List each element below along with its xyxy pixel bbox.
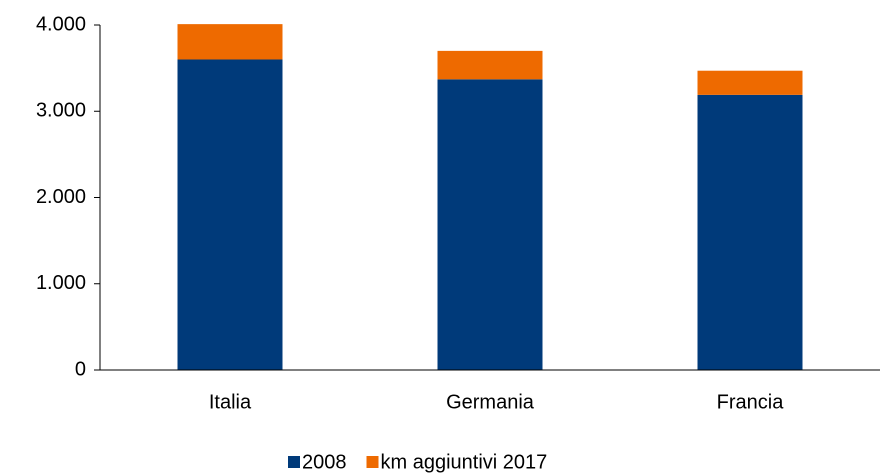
- y-tick-label: 2.000: [36, 186, 86, 208]
- bar-segment: [437, 50, 543, 80]
- y-tick-label: 3.000: [36, 100, 86, 122]
- bar-segment: [697, 70, 803, 95]
- legend-label: km aggiuntivi 2017: [381, 451, 548, 473]
- y-tick-label: 1.000: [36, 272, 86, 294]
- y-tick-label: 4.000: [36, 13, 86, 35]
- y-tick-label: 0: [75, 358, 86, 380]
- bar-segment: [697, 94, 803, 371]
- legend-swatch: [366, 456, 379, 468]
- legend-swatch: [288, 456, 300, 468]
- bar-segment: [177, 59, 283, 370]
- bar-segment: [177, 24, 283, 60]
- bar-segment: [437, 79, 543, 371]
- legend-label: 2008: [302, 451, 347, 473]
- x-tick-label: Italia: [209, 391, 252, 413]
- x-tick-label: Germania: [446, 391, 535, 413]
- x-tick-label: Francia: [717, 391, 785, 413]
